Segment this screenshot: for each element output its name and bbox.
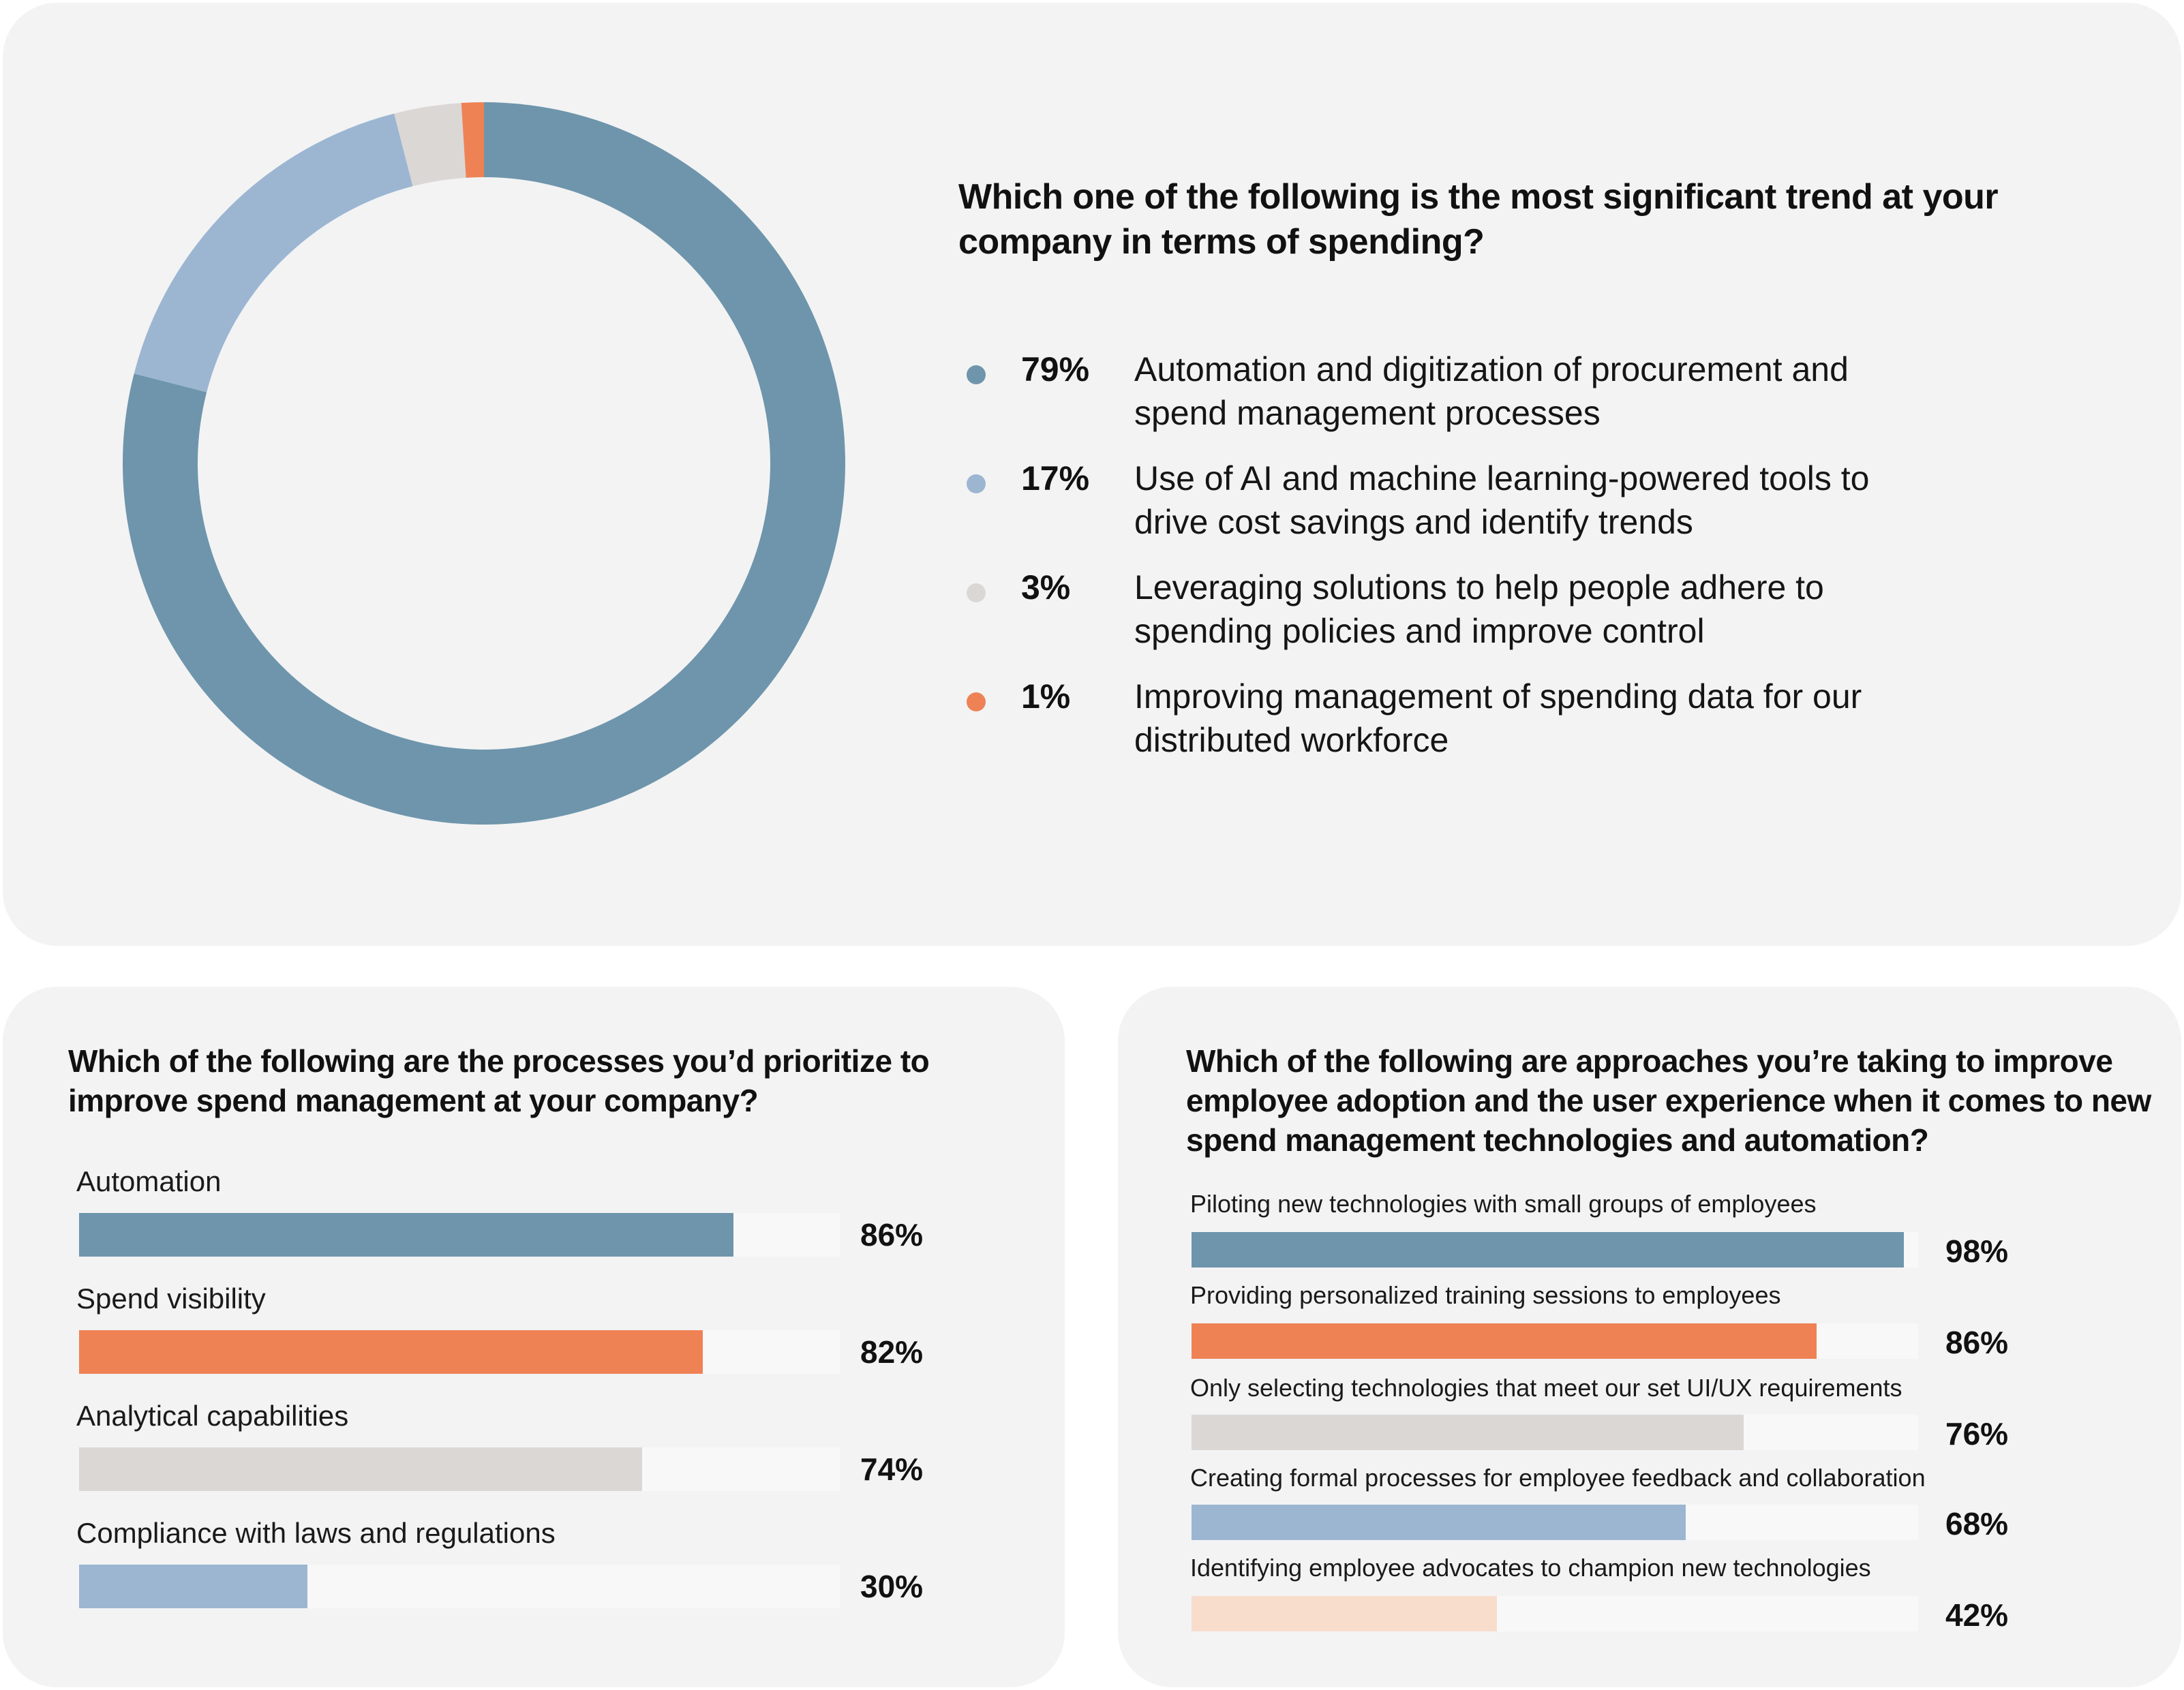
legend-percent: 3% — [1021, 568, 1071, 606]
bar-track — [1192, 1596, 1918, 1631]
legend-label: Use of AI and machine learning-powered t… — [1134, 459, 1870, 541]
approaches-chart-title: Which of the following are approaches yo… — [1186, 1043, 2151, 1158]
bar — [1192, 1415, 1744, 1450]
bar-label: Analytical capabilities — [76, 1400, 349, 1432]
bar-value-label: 76% — [1945, 1416, 2009, 1451]
legend-swatch — [967, 692, 986, 711]
bar-value-label: 98% — [1945, 1233, 2009, 1269]
bar-value-label: 42% — [1945, 1597, 2009, 1633]
donut-slice — [394, 103, 466, 187]
bar-label: Identifying employee advocates to champi… — [1190, 1554, 1871, 1582]
bar-value-label: 68% — [1945, 1506, 2009, 1541]
bar — [1192, 1323, 1817, 1359]
bar-track — [79, 1330, 840, 1374]
bar — [1192, 1505, 1686, 1540]
bar-track — [1192, 1323, 1918, 1359]
bar-value-label: 86% — [860, 1217, 924, 1253]
legend-percent: 1% — [1021, 677, 1071, 716]
bar-label: Piloting new technologies with small gro… — [1190, 1190, 1817, 1218]
bar-value-label: 30% — [860, 1569, 924, 1604]
processes-chart-title: Which of the following are the processes… — [68, 1043, 930, 1118]
bar-track — [1192, 1415, 1918, 1450]
donut-slice — [134, 113, 413, 393]
bar — [79, 1330, 703, 1374]
legend-swatch — [967, 583, 986, 602]
bar-track — [1192, 1505, 1918, 1540]
bar-track — [79, 1213, 840, 1257]
legend-swatch — [967, 365, 986, 384]
legend-percent: 79% — [1021, 350, 1090, 388]
legend-percent: 17% — [1021, 459, 1090, 497]
bar — [79, 1213, 733, 1257]
donut-chart — [123, 102, 846, 825]
bar-track — [79, 1565, 840, 1608]
bar-track — [1192, 1232, 1918, 1268]
legend-label: Improving management of spending data fo… — [1134, 677, 1862, 759]
bar-track — [79, 1447, 840, 1491]
legend-label: Automation and digitization of procureme… — [1134, 350, 1849, 432]
bar-label: Spend visibility — [76, 1282, 266, 1315]
legend-swatch — [967, 474, 986, 493]
bar-value-label: 82% — [860, 1334, 924, 1370]
bar-value-label: 86% — [1945, 1325, 2009, 1360]
bar-label: Creating formal processes for employee f… — [1190, 1464, 1926, 1492]
bar-label: Compliance with laws and regulations — [76, 1517, 556, 1549]
bar — [1192, 1232, 1904, 1268]
bar-label: Providing personalized training sessions… — [1190, 1281, 1781, 1309]
bar — [79, 1565, 307, 1608]
legend-label: Leveraging solutions to help people adhe… — [1134, 568, 1824, 650]
donut-slice — [461, 102, 484, 178]
bar — [79, 1447, 642, 1491]
bar-value-label: 74% — [860, 1451, 924, 1487]
donut-chart-title: Which one of the following is the most s… — [958, 177, 1999, 262]
bar-label: Only selecting technologies that meet ou… — [1190, 1374, 1902, 1402]
bar-label: Automation — [76, 1165, 222, 1197]
bar — [1192, 1596, 1497, 1631]
